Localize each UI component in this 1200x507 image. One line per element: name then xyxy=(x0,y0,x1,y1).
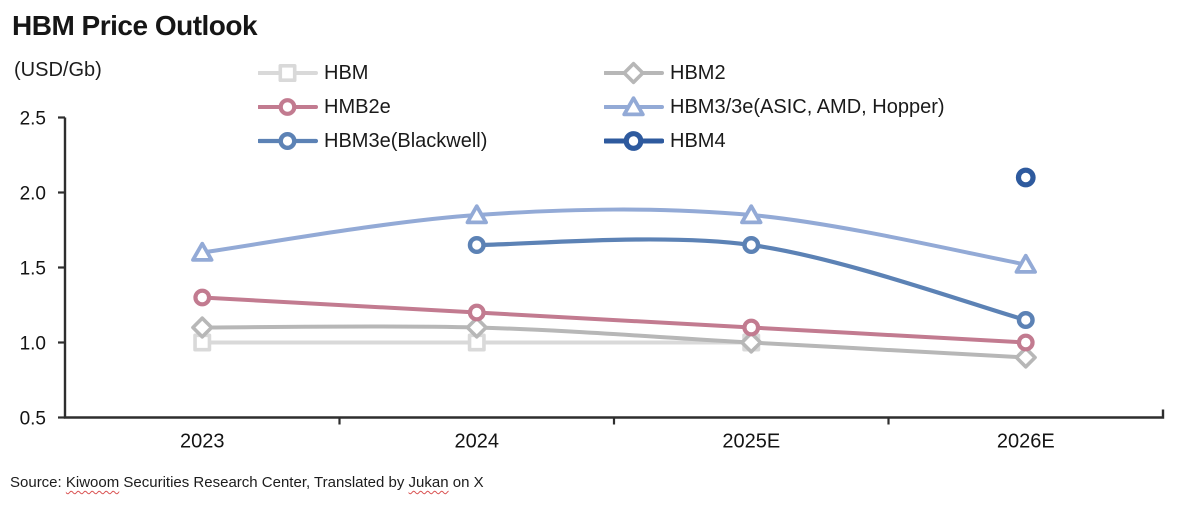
legend-marker-triangle-icon xyxy=(604,96,664,117)
data-point-marker-circle xyxy=(193,288,212,307)
data-point-marker-diamond xyxy=(465,316,488,339)
data-point-marker-circle xyxy=(1016,333,1035,352)
series-line xyxy=(200,207,1028,267)
x-axis-tick-label: 2024 xyxy=(455,431,500,453)
y-axis-unit-label: (USD/Gb) xyxy=(14,59,102,81)
legend-marker-circle-icon xyxy=(604,131,664,151)
legend-item: HBM3/3e(ASIC, AMD, Hopper) xyxy=(604,95,945,119)
data-point-marker-triangle xyxy=(740,204,763,225)
series-line xyxy=(200,324,1028,360)
data-point-marker-circle xyxy=(1015,167,1036,188)
source-note: Source: Kiwoom Securities Research Cente… xyxy=(10,474,484,491)
legend-item: HMB2e xyxy=(258,95,391,119)
y-axis-tick-label: 2.0 xyxy=(20,184,46,205)
axis-frame xyxy=(63,117,1165,419)
legend-label: HBM xyxy=(324,61,369,84)
x-axis-tick-label: 2026E xyxy=(997,431,1055,453)
y-axis-tick-label: 2.5 xyxy=(20,109,46,130)
legend-marker-circle-icon xyxy=(258,98,318,116)
x-axis-tick-label: 2025E xyxy=(722,431,780,453)
data-point-marker-circle xyxy=(742,235,761,254)
chart-title: HBM Price Outlook xyxy=(12,10,258,41)
legend-label: HMB2e xyxy=(324,95,391,118)
legend-label: HBM4 xyxy=(670,129,726,152)
data-point-marker-circle xyxy=(467,303,486,322)
data-point-marker-diamond xyxy=(740,331,763,354)
source-text-suffix: on X xyxy=(448,474,484,491)
legend-item: HBM3e(Blackwell) xyxy=(258,129,487,153)
source-text-prefix: Source: xyxy=(10,474,66,491)
legend-marker-square-icon xyxy=(258,64,318,82)
legend-marker-circle-icon xyxy=(258,131,318,151)
data-point-marker-diamond xyxy=(191,316,214,339)
legend-item: HBM xyxy=(258,61,368,85)
legend-label: HBM3e(Blackwell) xyxy=(324,129,488,152)
source-word-kiwoom: Kiwoom xyxy=(65,474,120,491)
data-point-marker-circle xyxy=(1016,311,1035,330)
y-axis-tick-label: 1.0 xyxy=(20,334,46,355)
y-axis-tick-label: 0.5 xyxy=(20,409,46,430)
source-text-middle: Securities Research Center, Translated b… xyxy=(119,474,409,491)
legend-item: HBM2 xyxy=(604,61,726,85)
source-word-jukan: Jukan xyxy=(408,474,449,491)
legend-label: HBM3/3e(ASIC, AMD, Hopper) xyxy=(670,95,945,118)
data-point-marker-triangle xyxy=(1014,253,1037,274)
data-point-marker-triangle xyxy=(465,204,488,225)
data-point-marker-triangle xyxy=(191,241,214,262)
data-point-marker-diamond xyxy=(1014,346,1037,369)
legend-marker-diamond-icon xyxy=(604,61,664,85)
x-axis-tick-label: 2023 xyxy=(180,431,225,453)
data-point-marker-circle xyxy=(467,235,486,254)
data-point-marker-circle xyxy=(742,318,761,337)
legend-item: HBM4 xyxy=(604,129,726,153)
y-axis-tick-label: 1.5 xyxy=(20,259,46,280)
legend-label: HBM2 xyxy=(670,61,726,84)
series-line xyxy=(200,295,1028,345)
